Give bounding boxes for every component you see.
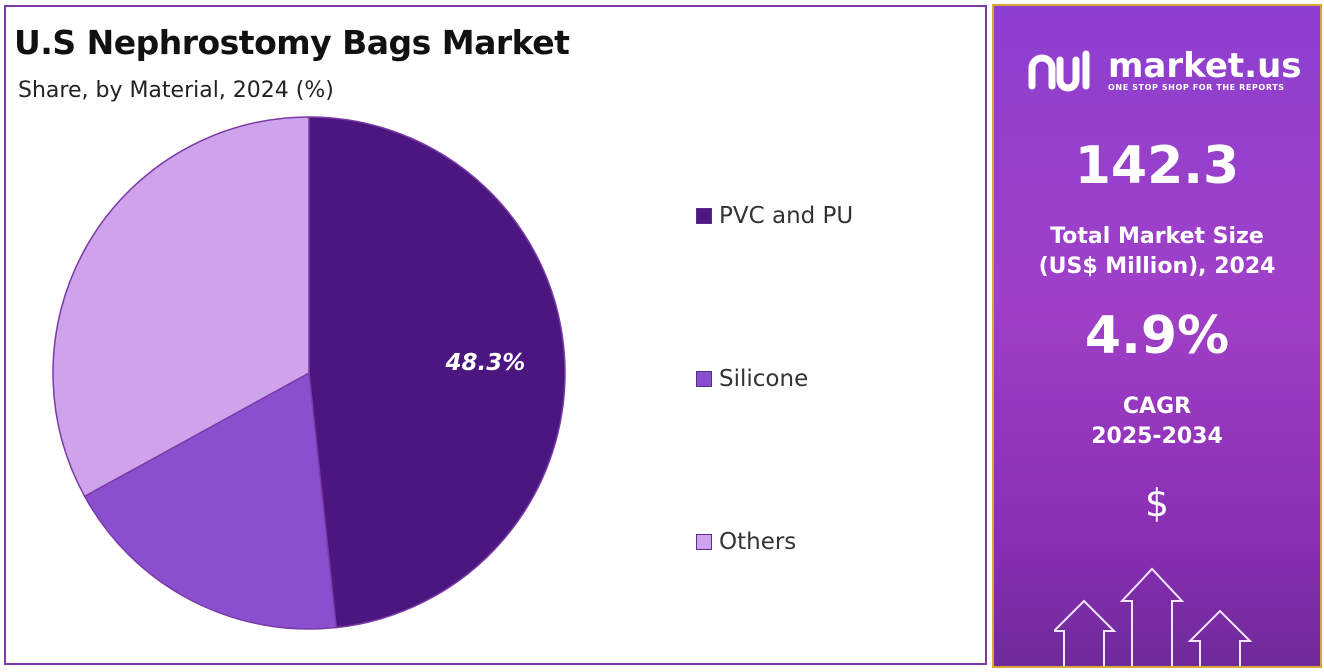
chart-subtitle: Share, by Material, 2024 (%) bbox=[18, 78, 334, 103]
market-us-logo-icon bbox=[1028, 50, 1090, 92]
chart-panel: U.S Nephrostomy Bags Market Share, by Ma… bbox=[4, 5, 987, 665]
cagr-label-line2: 2025-2034 bbox=[1091, 424, 1223, 449]
market-size-label-line2: (US$ Million), 2024 bbox=[1038, 254, 1276, 279]
legend-item-pvc-and-pu[interactable]: PVC and PU bbox=[696, 203, 853, 229]
legend-swatch bbox=[696, 534, 712, 550]
pie-slices bbox=[52, 116, 566, 630]
pie-slice-silicone[interactable] bbox=[83, 371, 338, 630]
cagr-label-line1: CAGR bbox=[1122, 394, 1192, 419]
pie-data-label: 48.3% bbox=[444, 350, 525, 376]
pie-slice-pvc-and-pu[interactable] bbox=[308, 116, 566, 629]
legend-item-silicone[interactable]: Silicone bbox=[696, 366, 808, 392]
brand-tagline: ONE STOP SHOP FOR THE REPORTS bbox=[1108, 82, 1285, 92]
dollar-icon: $ bbox=[1144, 481, 1170, 525]
chart-title: U.S Nephrostomy Bags Market bbox=[14, 23, 570, 62]
pie-data-labels: 48.3% bbox=[444, 350, 525, 376]
info-panel: market.us ONE STOP SHOP FOR THE REPORTS … bbox=[992, 4, 1322, 668]
market-size-value: 142.3 bbox=[1074, 136, 1240, 196]
pie-chart: 48.3% bbox=[52, 116, 566, 630]
legend-item-others[interactable]: Others bbox=[696, 529, 796, 555]
legend-label: PVC and PU bbox=[719, 203, 854, 229]
market-size-label-line1: Total Market Size bbox=[1050, 224, 1264, 249]
brand-name: market.us bbox=[1108, 45, 1302, 86]
legend-swatch bbox=[696, 208, 712, 224]
legend-label: Others bbox=[719, 529, 797, 555]
brand-logo[interactable]: market.us ONE STOP SHOP FOR THE REPORTS bbox=[1028, 46, 1302, 94]
growth-arrows-icon bbox=[1054, 567, 1253, 666]
cagr-value: 4.9% bbox=[1084, 306, 1230, 366]
legend-swatch bbox=[696, 371, 712, 387]
pie-slice-others[interactable] bbox=[52, 116, 310, 498]
legend-label: Silicone bbox=[719, 366, 809, 392]
